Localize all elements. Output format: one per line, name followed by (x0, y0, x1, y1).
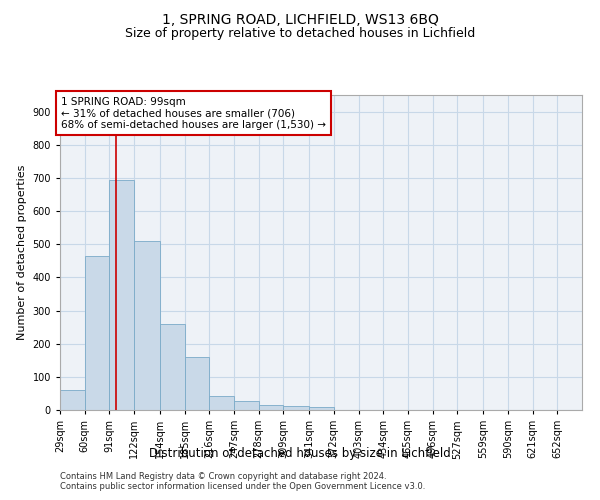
Bar (160, 324, 185, 410)
Text: 1, SPRING ROAD, LICHFIELD, WS13 6BQ: 1, SPRING ROAD, LICHFIELD, WS13 6BQ (161, 12, 439, 26)
Bar (209, 396, 234, 410)
Bar (85, 256, 109, 410)
Bar (185, 357, 209, 410)
Bar (234, 400, 259, 410)
Y-axis label: Number of detached properties: Number of detached properties (17, 165, 27, 340)
Bar (60, 390, 85, 410)
Bar (134, 241, 160, 410)
Bar (283, 406, 309, 410)
Bar (309, 408, 334, 410)
Text: 1 SPRING ROAD: 99sqm
← 31% of detached houses are smaller (706)
68% of semi-deta: 1 SPRING ROAD: 99sqm ← 31% of detached h… (61, 96, 326, 130)
Text: Distribution of detached houses by size in Lichfield: Distribution of detached houses by size … (149, 448, 451, 460)
Text: Contains public sector information licensed under the Open Government Licence v3: Contains public sector information licen… (60, 482, 425, 491)
Bar (259, 405, 283, 410)
Bar (109, 180, 134, 410)
Text: Contains HM Land Registry data © Crown copyright and database right 2024.: Contains HM Land Registry data © Crown c… (60, 472, 386, 481)
Text: Size of property relative to detached houses in Lichfield: Size of property relative to detached ho… (125, 28, 475, 40)
